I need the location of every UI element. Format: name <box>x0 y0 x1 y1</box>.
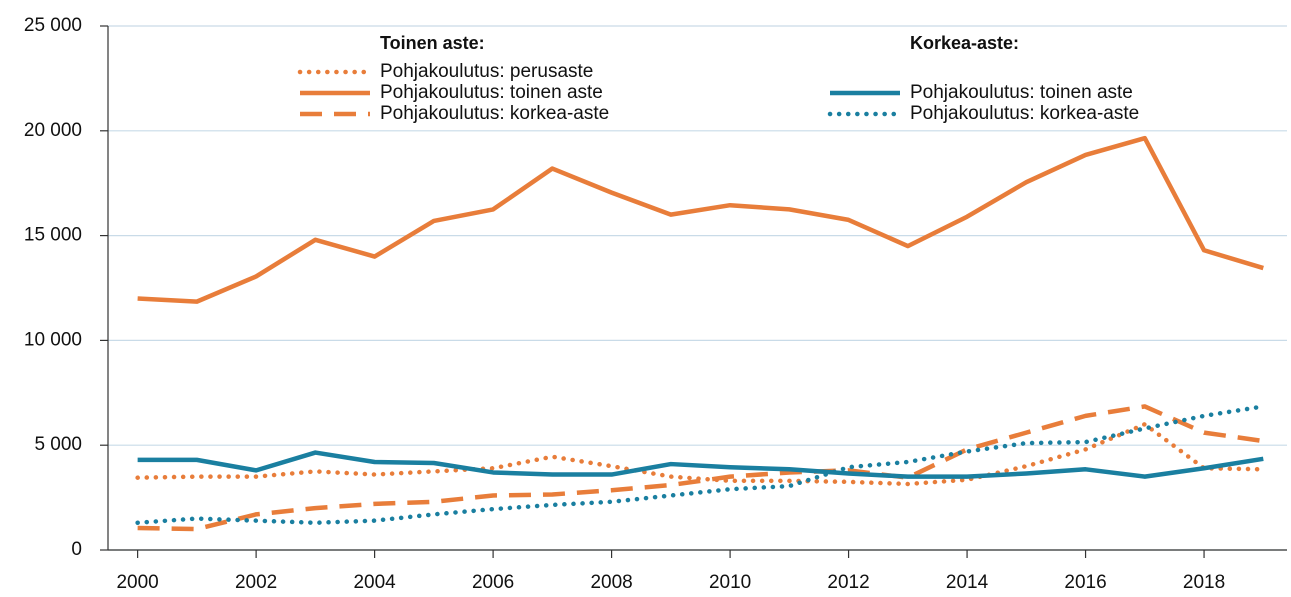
y-tick-label: 25 000 <box>24 15 82 36</box>
y-tick-label: 10 000 <box>24 329 82 350</box>
x-tick-label: 2012 <box>827 572 869 593</box>
series-line <box>135 421 1266 487</box>
series-line <box>137 450 1264 479</box>
x-tick-label: 2010 <box>709 572 751 593</box>
legend-label: Pohjakoulutus: korkea-aste <box>910 103 1139 124</box>
x-tick-label: 2006 <box>472 572 514 593</box>
series-line <box>137 404 1264 532</box>
y-tick-label: 15 000 <box>24 225 82 246</box>
series-line <box>137 135 1264 304</box>
x-tick-label: 2018 <box>1183 572 1225 593</box>
y-tick-label: 5 000 <box>34 434 82 455</box>
x-tick-label: 2004 <box>353 572 396 593</box>
x-tick-label: 2014 <box>946 572 989 593</box>
x-tick-label: 2008 <box>590 572 632 593</box>
y-tick-label: 20 000 <box>24 120 82 141</box>
legend-label: Pohjakoulutus: toinen aste <box>380 82 603 103</box>
legend-label: Pohjakoulutus: toinen aste <box>910 82 1133 103</box>
legend-label: Pohjakoulutus: perusaste <box>380 61 593 82</box>
series-line <box>135 404 1266 526</box>
legend-group-title: Korkea-aste: <box>910 33 1019 53</box>
legend-label: Pohjakoulutus: korkea-aste <box>380 103 609 124</box>
x-tick-label: 2002 <box>235 572 277 593</box>
legend-group-title: Toinen aste: <box>380 33 485 53</box>
x-tick-label: 2016 <box>1064 572 1106 593</box>
x-tick-label: 2000 <box>116 572 158 593</box>
y-tick-label: 0 <box>71 539 82 560</box>
